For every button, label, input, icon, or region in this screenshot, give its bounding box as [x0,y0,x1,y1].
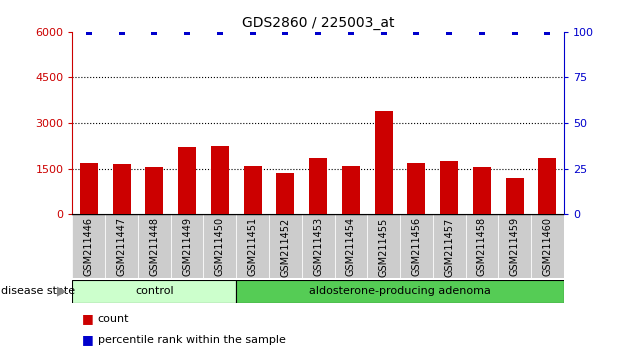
Text: GSM211447: GSM211447 [117,217,127,276]
Point [542,29,553,35]
Point [215,29,225,35]
Bar [269,214,302,278]
Bar [506,178,524,214]
Point [510,29,520,35]
Bar [236,280,564,303]
Text: GDS2860 / 225003_at: GDS2860 / 225003_at [242,16,394,30]
Text: ■: ■ [82,312,94,325]
Bar [72,280,236,303]
Text: GSM211450: GSM211450 [215,217,225,276]
Bar [277,173,294,214]
Text: GSM211458: GSM211458 [477,217,487,276]
Text: GSM211459: GSM211459 [510,217,520,276]
Text: GSM211446: GSM211446 [84,217,94,276]
Point [411,29,421,35]
Text: GSM211454: GSM211454 [346,217,356,276]
Bar [539,158,556,214]
Point [444,29,454,35]
Text: count: count [98,314,129,324]
Bar [342,166,360,214]
Point [84,29,94,35]
Text: GSM211457: GSM211457 [444,217,454,276]
Point [117,29,127,35]
Bar [309,158,327,214]
Bar [531,214,564,278]
Bar [335,214,367,278]
Text: GSM211448: GSM211448 [149,217,159,276]
Bar [138,214,171,278]
Bar [408,162,425,214]
Bar [367,214,400,278]
Bar [302,214,335,278]
Bar [113,164,130,214]
Point [379,29,389,35]
Bar [440,161,458,214]
Text: GSM211460: GSM211460 [542,217,553,276]
Point [182,29,192,35]
Text: percentile rank within the sample: percentile rank within the sample [98,335,285,345]
Bar [72,214,105,278]
Text: disease state: disease state [1,286,75,296]
Bar [211,146,229,214]
Text: ■: ■ [82,333,94,346]
Bar [146,167,163,214]
Point [313,29,323,35]
Bar [244,166,261,214]
Bar [236,214,269,278]
Text: GSM211453: GSM211453 [313,217,323,276]
Text: control: control [135,286,174,296]
Bar [105,214,138,278]
Text: ▶: ▶ [57,285,66,298]
Bar [375,111,392,214]
Bar [400,214,433,278]
Bar [466,214,498,278]
Point [477,29,487,35]
Text: GSM211451: GSM211451 [248,217,258,276]
Point [346,29,356,35]
Text: GSM211455: GSM211455 [379,217,389,276]
Point [280,29,290,35]
Text: aldosterone-producing adenoma: aldosterone-producing adenoma [309,286,491,296]
Bar [433,214,466,278]
Bar [498,214,531,278]
Text: GSM211452: GSM211452 [280,217,290,276]
Text: GSM211456: GSM211456 [411,217,421,276]
Bar [178,147,196,214]
Bar [80,162,98,214]
Bar [171,214,203,278]
Bar [203,214,236,278]
Point [248,29,258,35]
Point [149,29,159,35]
Bar [473,167,491,214]
Text: GSM211449: GSM211449 [182,217,192,276]
